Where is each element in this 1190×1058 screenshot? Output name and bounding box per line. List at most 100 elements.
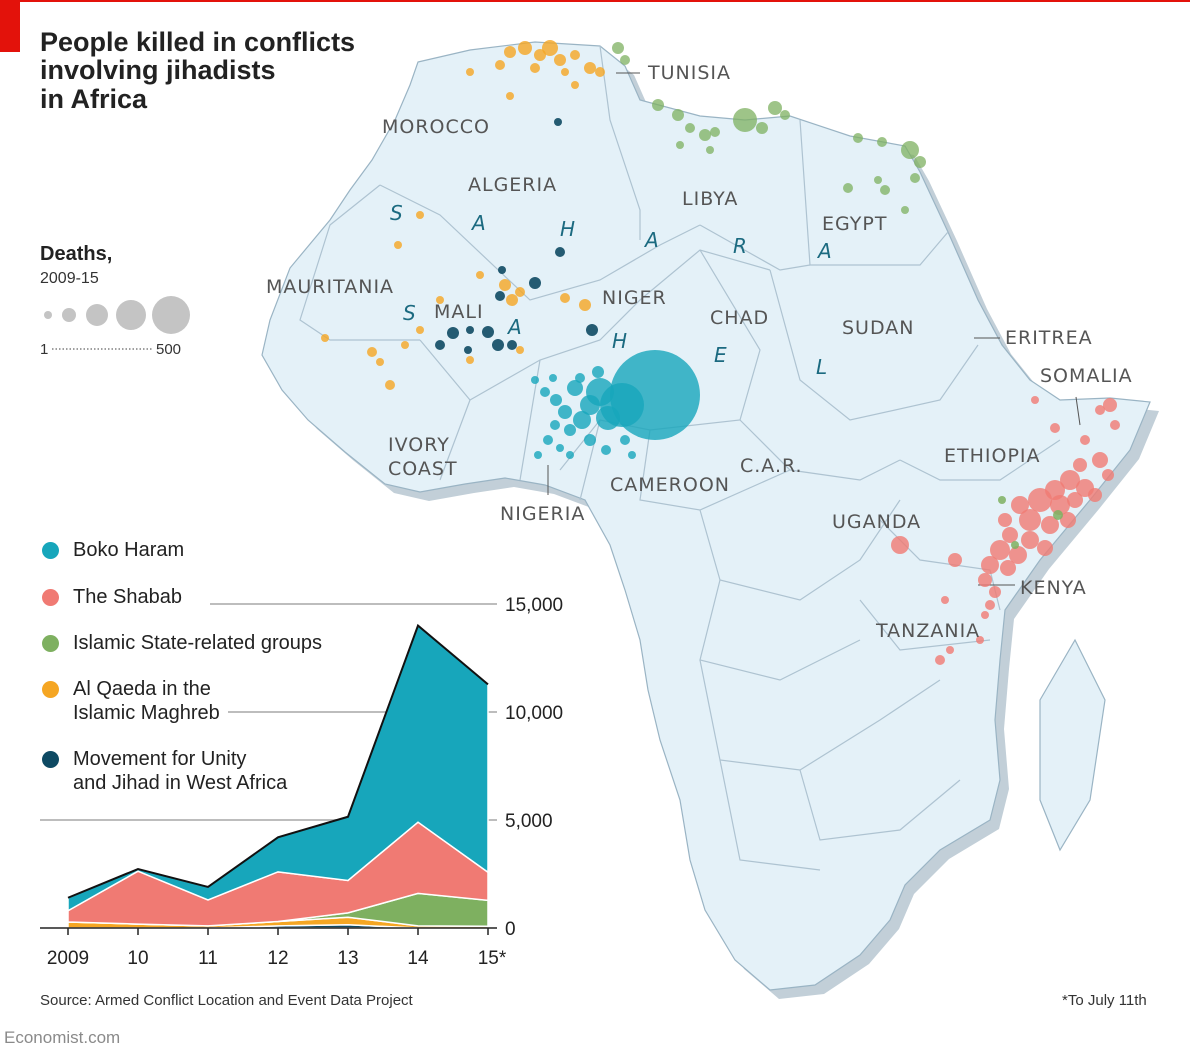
label-cameroon: CAMEROON bbox=[610, 474, 730, 496]
bh-dot bbox=[596, 406, 620, 430]
y-tick-label: 15,000 bbox=[505, 595, 563, 616]
shabab-dot bbox=[1095, 405, 1105, 415]
mujao-dot bbox=[529, 277, 541, 289]
label-egypt: EGYPT bbox=[822, 213, 887, 235]
mujao-dot bbox=[464, 346, 472, 354]
mujao-dot bbox=[495, 291, 505, 301]
shabab-dot bbox=[1041, 516, 1059, 534]
source-note: Source: Armed Conflict Location and Even… bbox=[40, 992, 413, 1009]
aqim-dot bbox=[499, 279, 511, 291]
aqim-dot bbox=[367, 347, 377, 357]
bh-dot bbox=[580, 395, 600, 415]
aqim-dot bbox=[518, 41, 532, 55]
key-label-boko-haram: Boko Haram bbox=[73, 539, 185, 561]
label-car: C.A.R. bbox=[740, 455, 803, 477]
is-dot bbox=[880, 185, 890, 195]
is-dot bbox=[706, 146, 714, 154]
title-line-1: People killed in conflicts bbox=[40, 27, 356, 57]
size-legend-min: 1 bbox=[40, 341, 49, 358]
country-labels: TUNISIA MOROCCO ALGERIA LIBYA EGYPT MAUR… bbox=[266, 62, 1132, 642]
aqim-dot bbox=[542, 40, 558, 56]
label-niger: NIGER bbox=[602, 287, 667, 309]
shabab-dot bbox=[1021, 531, 1039, 549]
label-morocco: MOROCCO bbox=[382, 116, 490, 138]
x-tick-label: 12 bbox=[267, 948, 288, 969]
bh-dot bbox=[575, 373, 585, 383]
aqim-dot bbox=[385, 380, 395, 390]
bh-dot bbox=[573, 411, 591, 429]
bh-dot bbox=[549, 374, 557, 382]
label-mauritania: MAURITANIA bbox=[266, 276, 394, 298]
aqim-dot bbox=[579, 299, 591, 311]
shabab-dot bbox=[976, 636, 984, 644]
title-line-3: in Africa bbox=[40, 83, 148, 114]
key-label-islamic-state: Islamic State-related groups bbox=[73, 632, 323, 654]
bh-dot bbox=[601, 445, 611, 455]
is-dot bbox=[877, 137, 887, 147]
size-circle-2 bbox=[62, 308, 76, 322]
is-dot bbox=[699, 129, 711, 141]
y-tick-label: 0 bbox=[505, 919, 516, 940]
shabab-dot bbox=[1092, 452, 1108, 468]
bh-dot bbox=[543, 435, 553, 445]
label-libya: LIBYA bbox=[682, 188, 738, 210]
top-rule bbox=[0, 0, 1190, 2]
brand-red-tag bbox=[0, 0, 20, 52]
aqim-dot bbox=[530, 63, 540, 73]
islamic-state-dots bbox=[612, 42, 926, 214]
label-uganda: UGANDA bbox=[832, 511, 921, 533]
is-dot bbox=[901, 206, 909, 214]
mujao-dot bbox=[466, 326, 474, 334]
sahara-letter: R bbox=[733, 234, 747, 258]
bh-dot bbox=[564, 424, 576, 436]
key-dot-islamic-state bbox=[42, 635, 59, 652]
islamic-state-dots-east bbox=[998, 496, 1063, 549]
aqim-dot bbox=[554, 54, 566, 66]
bh-dot bbox=[567, 380, 583, 396]
mujao-dot bbox=[498, 266, 506, 274]
aqim-dots bbox=[321, 40, 605, 390]
footnote: *To July 11th bbox=[1062, 992, 1147, 1009]
sahel-letter: L bbox=[816, 355, 827, 379]
is-dot bbox=[652, 99, 664, 111]
is-dot bbox=[780, 110, 790, 120]
sahara-letter: S bbox=[390, 201, 403, 225]
shabab-dot bbox=[1037, 540, 1053, 556]
shabab-dot bbox=[1011, 496, 1029, 514]
shabab-dot bbox=[985, 600, 995, 610]
size-circle-4 bbox=[116, 300, 146, 330]
is-dot bbox=[843, 183, 853, 193]
boko-haram-dots bbox=[531, 350, 700, 459]
shabab-dot bbox=[1067, 492, 1083, 508]
bh-dot bbox=[628, 451, 636, 459]
size-circle-5 bbox=[152, 296, 190, 334]
shabab-dot bbox=[1060, 470, 1080, 490]
chart-title: People killed in conflicts involving jih… bbox=[40, 28, 355, 113]
shabab-dot bbox=[1060, 512, 1076, 528]
aqim-dot bbox=[560, 293, 570, 303]
label-eritrea: ERITREA bbox=[1005, 327, 1093, 349]
shabab-dot bbox=[1080, 435, 1090, 445]
shabab-dot bbox=[978, 573, 992, 587]
key-dot-mujao bbox=[42, 751, 59, 768]
shabab-dot bbox=[1102, 469, 1114, 481]
shabab-dots bbox=[891, 396, 1120, 665]
key-boko-haram: Boko Haram bbox=[42, 538, 184, 562]
mujao-dots bbox=[435, 118, 598, 354]
label-sudan: SUDAN bbox=[842, 317, 914, 339]
sahel-letter: A bbox=[506, 315, 522, 339]
shabab-dot bbox=[990, 540, 1010, 560]
aqim-dot bbox=[516, 346, 524, 354]
key-shabab: The Shabab bbox=[42, 585, 182, 609]
key-dot-aqim bbox=[42, 681, 59, 698]
aqim-dot bbox=[515, 287, 525, 297]
key-label-aqim: Al Qaeda in the Islamic Maghreb bbox=[73, 678, 220, 724]
is-dot bbox=[853, 133, 863, 143]
shabab-dot bbox=[941, 596, 949, 604]
is-dot bbox=[998, 496, 1006, 504]
area-chart: 0 5,000 10,000 15,000 2009 10 11 12 13 14 15* bbox=[40, 595, 563, 969]
sahara-letter: A bbox=[816, 239, 832, 263]
mujao-dot bbox=[482, 326, 494, 338]
mujao-dot bbox=[555, 247, 565, 257]
